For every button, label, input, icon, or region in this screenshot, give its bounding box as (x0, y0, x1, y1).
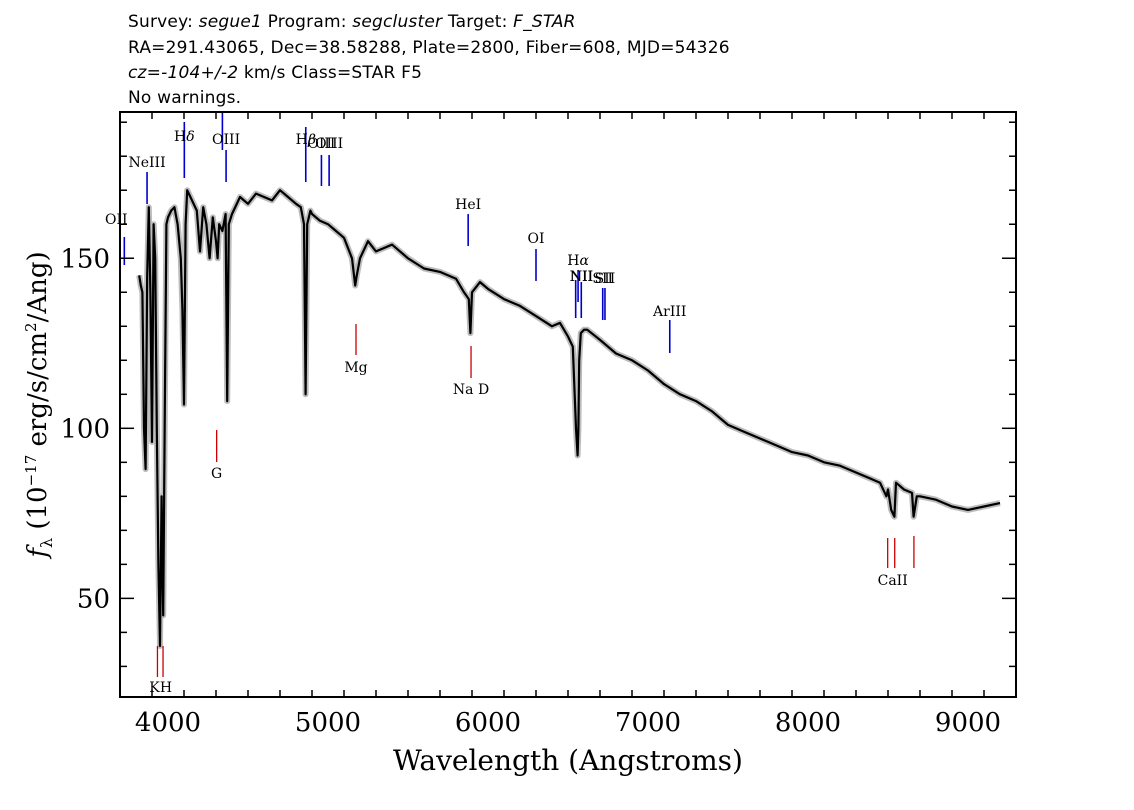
header-line-1: Survey: segue1 Program: segcluster Targe… (128, 12, 576, 32)
header-line-2: RA=291.43065, Dec=38.58288, Plate=2800, … (128, 38, 730, 58)
x-tick-label: 5000 (295, 708, 361, 738)
absorption-line-label: Mg (344, 360, 367, 376)
emission-line-label: HeI (455, 197, 481, 213)
x-tick-label: 8000 (775, 708, 841, 738)
emission-line-label: Hδ (174, 129, 195, 145)
emission-line-label: SII (592, 271, 613, 287)
header-line-4: No warnings. (128, 88, 242, 108)
y-tick-label: 150 (60, 244, 110, 274)
axis-ticks: 4000 5000 6000 7000 8000 9000 50 100 150 (60, 112, 1017, 738)
header-line-3: cz=-104+/-2 km/s Class=STAR F5 (128, 63, 423, 83)
x-tick-label: 7000 (615, 708, 681, 738)
absorption-line-label: H (160, 680, 172, 696)
emission-line-label: ArIII (652, 304, 686, 320)
emission-line-label: SII (595, 271, 616, 287)
emission-line-label: OIII (212, 132, 240, 148)
y-tick-label: 50 (77, 584, 110, 614)
y-tick-label: 100 (60, 414, 110, 444)
emission-line-label: NII (570, 269, 593, 285)
x-tick-label: 6000 (455, 708, 521, 738)
emission-line-label: OII (105, 212, 128, 228)
x-tick-label: 4000 (135, 708, 201, 738)
x-axis-label: Wavelength (Angstroms) (393, 744, 743, 777)
absorption-line-label: K (149, 680, 160, 696)
emission-line-label: OIII (315, 136, 343, 152)
x-tick-label: 9000 (935, 708, 1001, 738)
emission-line-label: NeIII (128, 155, 165, 171)
absorption-line-label: G (211, 466, 222, 482)
emission-line-label: OI (527, 231, 544, 247)
absorption-line-label: CaII (878, 573, 908, 589)
absorption-line-label: Na D (453, 382, 489, 398)
spectrum-series-line (138, 189, 1001, 648)
emission-line-label: Hβ (296, 132, 316, 148)
y-axis-label: fλ (10−17 erg/s/cm2/Ang) (22, 251, 56, 559)
emission-line-label: Hα (567, 253, 589, 269)
emission-line-label: NII (570, 269, 593, 285)
emission-line-label: OIII (307, 136, 335, 152)
